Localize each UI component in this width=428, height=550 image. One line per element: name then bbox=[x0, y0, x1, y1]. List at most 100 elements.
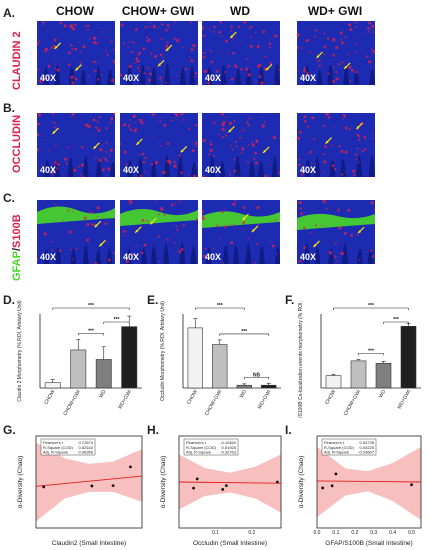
villus-shape bbox=[179, 66, 186, 85]
red-stain-dot bbox=[222, 120, 226, 125]
bar-chow bbox=[325, 375, 342, 389]
red-stain-dot bbox=[242, 221, 246, 225]
significance-label: NS bbox=[253, 372, 261, 378]
data-point bbox=[330, 484, 334, 488]
red-stain-dot bbox=[239, 42, 241, 44]
red-stain-dot bbox=[303, 246, 306, 250]
red-stain-dot bbox=[58, 249, 62, 253]
red-stain-dot bbox=[254, 151, 257, 155]
red-stain-dot bbox=[352, 169, 356, 173]
red-stain-dot bbox=[235, 140, 238, 143]
red-stain-dot bbox=[230, 144, 233, 147]
data-point bbox=[42, 485, 46, 489]
red-stain-dot bbox=[181, 46, 184, 49]
villus-shape bbox=[82, 155, 89, 177]
red-stain-dot bbox=[239, 131, 241, 133]
villus-shape bbox=[343, 64, 350, 85]
red-stain-dot bbox=[42, 200, 45, 201]
red-stain-dot bbox=[237, 25, 241, 29]
villus-shape bbox=[150, 66, 157, 85]
red-stain-dot bbox=[166, 41, 169, 44]
red-stain-dot bbox=[210, 60, 214, 64]
red-stain-dot bbox=[56, 167, 59, 170]
dapi-background bbox=[202, 113, 280, 177]
red-stain-dot bbox=[247, 73, 251, 77]
red-stain-dot bbox=[63, 24, 67, 28]
red-stain-dot bbox=[147, 38, 151, 42]
red-stain-dot bbox=[113, 48, 115, 51]
magnification-label: 40X bbox=[40, 252, 57, 262]
red-stain-dot bbox=[327, 116, 331, 119]
red-stain-dot bbox=[209, 49, 213, 53]
red-stain-dot bbox=[341, 61, 344, 64]
villus-shape bbox=[126, 64, 133, 85]
bar-chow-gwi bbox=[350, 360, 367, 389]
red-stain-dot bbox=[355, 42, 358, 45]
bar-chow-gwi bbox=[212, 344, 228, 389]
red-stain-dot bbox=[166, 238, 169, 241]
red-stain-dot bbox=[208, 28, 210, 31]
red-stain-dot bbox=[157, 49, 159, 51]
red-stain-dot bbox=[94, 156, 97, 159]
villus-shape bbox=[235, 68, 242, 85]
red-stain-dot bbox=[51, 113, 55, 115]
red-stain-dot bbox=[297, 136, 301, 140]
red-stain-dot bbox=[372, 31, 374, 34]
red-stain-dot bbox=[278, 171, 280, 175]
red-stain-dot bbox=[149, 72, 152, 76]
red-stain-dot bbox=[92, 61, 94, 63]
red-stain-dot bbox=[332, 53, 336, 57]
micrograph-image bbox=[202, 21, 280, 85]
red-stain-dot bbox=[347, 53, 349, 55]
magnification-label: 40X bbox=[300, 165, 317, 175]
data-point bbox=[90, 484, 94, 488]
red-stain-dot bbox=[100, 257, 102, 259]
red-stain-dot bbox=[264, 56, 267, 58]
red-stain-dot bbox=[222, 135, 225, 139]
red-stain-dot bbox=[371, 137, 374, 140]
red-stain-dot bbox=[344, 36, 347, 39]
micrograph-gfap-chow-gwi: 40X bbox=[119, 199, 199, 265]
red-stain-dot bbox=[82, 45, 86, 49]
red-stain-dot bbox=[166, 142, 170, 146]
red-stain-dot bbox=[344, 150, 348, 154]
bar-chow bbox=[187, 327, 203, 389]
red-stain-dot bbox=[133, 129, 137, 133]
red-stain-dot bbox=[356, 133, 360, 137]
red-stain-dot bbox=[310, 162, 312, 165]
red-stain-dot bbox=[224, 84, 226, 85]
data-point bbox=[129, 465, 132, 469]
red-stain-dot bbox=[236, 175, 238, 177]
red-stain-dot bbox=[45, 77, 48, 80]
red-stain-dot bbox=[195, 145, 198, 148]
red-stain-dot bbox=[230, 29, 233, 32]
red-stain-dot bbox=[220, 51, 223, 53]
red-stain-dot bbox=[298, 201, 302, 205]
red-stain-dot bbox=[221, 127, 225, 132]
red-stain-dot bbox=[113, 252, 115, 255]
legend-label: R-Square (COD) bbox=[324, 445, 354, 450]
red-stain-dot bbox=[350, 68, 354, 72]
red-stain-dot bbox=[246, 121, 249, 124]
red-stain-dot bbox=[178, 200, 181, 203]
red-stain-dot bbox=[135, 127, 138, 130]
red-stain-dot bbox=[218, 170, 221, 172]
micrograph-image bbox=[120, 21, 198, 85]
red-stain-dot bbox=[94, 261, 98, 264]
red-stain-dot bbox=[184, 67, 188, 71]
red-stain-dot bbox=[202, 138, 204, 141]
red-stain-dot bbox=[160, 145, 162, 147]
red-stain-dot bbox=[150, 162, 154, 166]
red-stain-dot bbox=[229, 173, 232, 176]
red-stain-dot bbox=[355, 70, 358, 74]
chart-d-claudin-morphometry: Claudin 2 Morphometry (% ROI, Arbitary U… bbox=[17, 300, 142, 417]
red-stain-dot bbox=[272, 135, 277, 140]
dapi-background bbox=[202, 200, 280, 264]
red-stain-dot bbox=[154, 200, 157, 202]
red-stain-dot bbox=[149, 22, 152, 24]
significance-label: *** bbox=[368, 303, 374, 309]
red-stain-dot bbox=[158, 260, 161, 263]
red-stain-dot bbox=[123, 123, 127, 127]
green-muscle-layer bbox=[202, 211, 280, 228]
red-stain-dot bbox=[97, 128, 101, 133]
